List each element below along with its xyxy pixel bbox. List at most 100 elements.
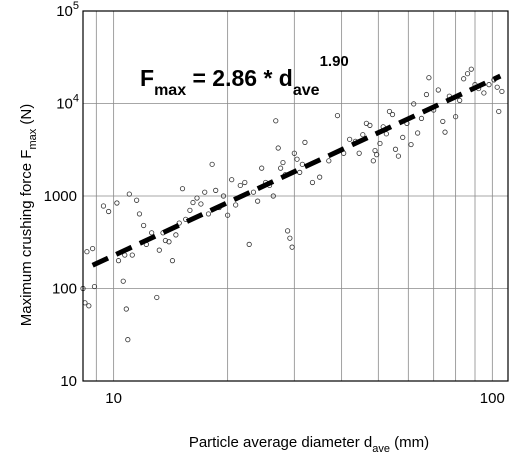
data-point [246,241,252,247]
data-point [386,108,393,115]
data-point [176,220,182,226]
fit-line-layer [91,73,502,268]
fit-line [91,73,502,268]
data-point [326,158,332,164]
data-point [84,249,90,255]
data-point [418,115,425,122]
data-point [461,76,467,82]
data-point [229,177,235,183]
data-point [205,211,212,217]
data-point [374,152,380,158]
data-point [302,139,308,145]
data-point [440,118,446,125]
data-point [270,193,276,199]
data-point [125,337,131,343]
grid-lines [83,11,508,382]
data-point [190,199,196,206]
data-point [289,244,295,250]
data-point [273,118,279,124]
data-point [126,191,132,197]
data-point [91,283,98,290]
data-point [395,153,402,159]
data-point [494,84,500,90]
data-point [287,235,293,241]
data-point [220,193,227,199]
data-point [464,71,471,77]
data-point [280,159,286,166]
data-point [426,75,432,81]
data-point [299,161,305,167]
data-point [453,114,459,120]
data-point [275,145,281,151]
y-axis-label-sub: max [27,128,39,149]
data-point [202,189,208,195]
data-point [115,258,122,264]
data-point [259,165,265,171]
y-tick-label: 105 [56,0,79,20]
y-tick-label: 100 [52,281,77,298]
data-point [129,252,135,258]
x-axis-label: Particle average diameter dave (mm) [189,434,429,453]
y-axis-label-main: Maximum crushing force F [18,150,35,327]
data-point [242,179,248,186]
x-tick-label: 100 [480,390,505,407]
data-point [481,90,487,96]
data-point [213,187,219,193]
data-point [134,197,140,203]
data-point [334,112,341,119]
y-axis-label-unit: (N) [18,104,35,129]
y-tick-label: 10 [60,373,77,390]
data-point [225,212,231,218]
data-point [294,156,300,162]
data-point [250,189,257,195]
data-point [149,230,155,236]
data-point [317,174,323,180]
data-point [162,237,169,244]
data-point [166,239,172,245]
data-point [198,201,204,207]
data-point [233,202,239,208]
fit-equation: Fmax = 2.86 * dave1.90 [140,53,349,99]
data-point [141,222,147,229]
data-point [173,232,179,238]
equation-rhs-sub: ave [293,82,320,99]
data-point [370,158,376,164]
data-point [255,198,261,204]
data-point [400,134,406,141]
data-point [100,203,107,209]
data-point [468,66,474,72]
data-point [389,111,396,118]
equation-exponent: 1.90 [320,53,349,70]
data-point [291,150,297,156]
data-point [106,208,112,215]
x-axis-label-sub: ave [372,443,390,453]
y-tick-label: 104 [56,93,79,113]
data-point [156,247,162,253]
data-point [442,129,448,135]
data-point [297,169,303,175]
data-point [423,91,430,98]
data-point [435,87,441,93]
data-point [114,200,120,206]
data-point [285,228,291,234]
data-point [90,245,96,252]
data-point [209,161,215,167]
equation-mid: = 2.86 * d [186,65,293,91]
data-point [360,132,366,138]
plot-frame [82,10,509,382]
equation-lhs: F [140,65,154,91]
data-point [154,294,160,301]
data-point [187,207,193,213]
y-axis-label: Maximum crushing force Fmax (N) [18,104,39,327]
data-point [86,303,92,309]
data-point [457,97,463,104]
data-point [278,165,284,171]
data-point [123,306,129,312]
data-point [356,150,362,156]
x-axis-label-unit: (mm) [390,434,429,451]
x-tick-label: 10 [105,390,122,407]
data-point [377,140,383,147]
data-point [486,82,492,88]
data-point [136,211,143,217]
